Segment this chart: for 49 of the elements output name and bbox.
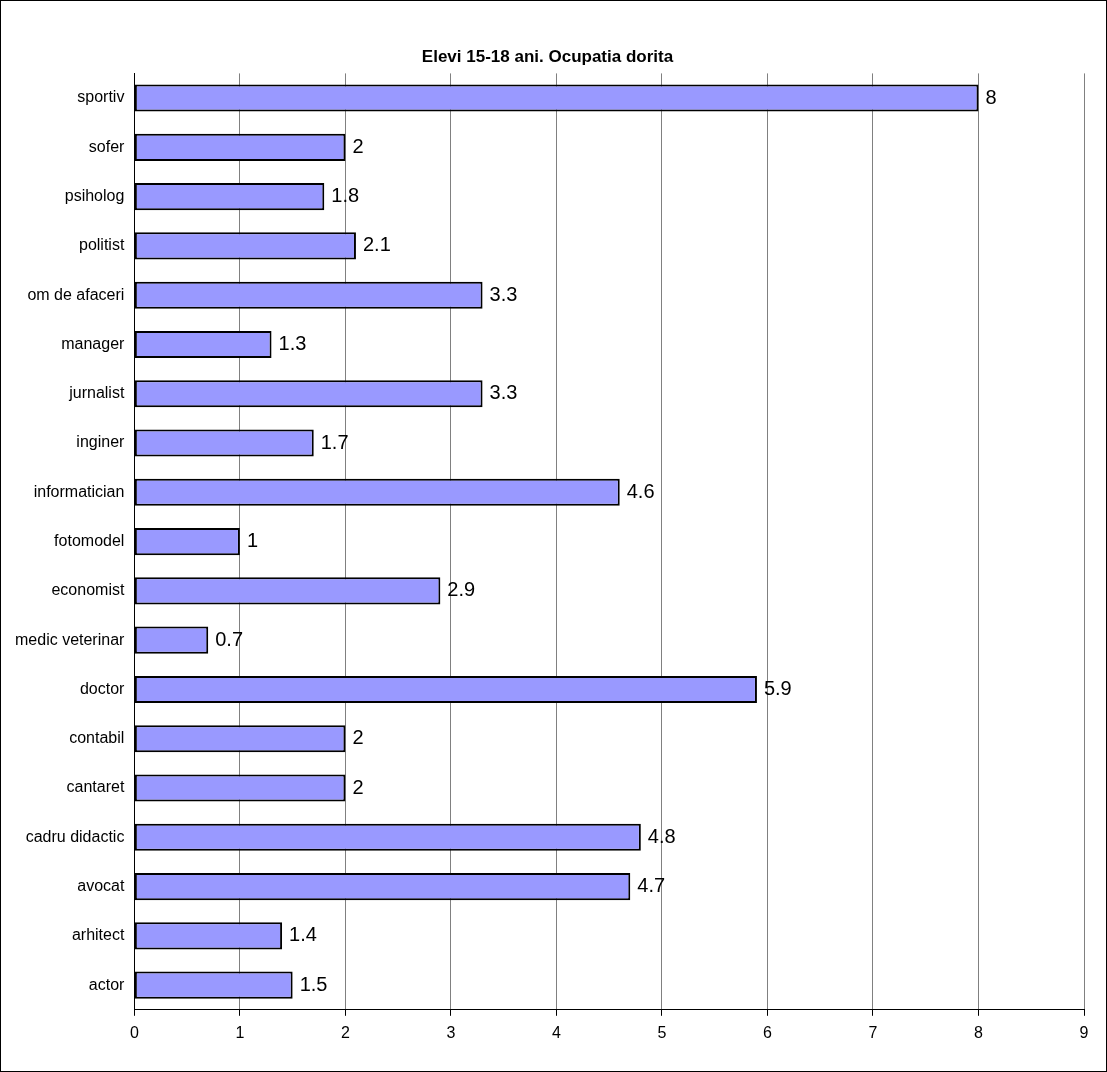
y-tick-label: cadru didactic [25, 827, 125, 845]
y-tick-label: psiholog [64, 187, 125, 205]
y-tick-label: inginer [76, 433, 126, 451]
data-label: 3.3 [489, 282, 518, 305]
data-label: 2 [352, 726, 364, 749]
y-tick-label: doctor [79, 679, 126, 697]
data-label: 0.7 [215, 627, 244, 650]
data-label: 3.3 [489, 381, 518, 404]
data-label: 1.3 [278, 331, 307, 354]
y-tick-label: fotomodel [54, 532, 125, 550]
data-label: 1.8 [331, 184, 360, 207]
y-tick-label: arhitect [71, 926, 125, 944]
y-tick-label: avocat [77, 877, 125, 894]
data-label: 8 [985, 85, 997, 108]
data-label: 1.5 [299, 972, 328, 995]
data-label: 2.9 [447, 578, 476, 601]
x-tick-label: 1 [235, 1023, 245, 1041]
chart-title: Elevi 15-18 ani. Ocupatia dorita [421, 46, 674, 66]
x-tick-label: 9 [1079, 1023, 1089, 1041]
x-tick-label: 3 [446, 1023, 456, 1041]
x-tick-label: 0 [129, 1023, 139, 1041]
data-label: 1 [246, 529, 259, 552]
x-tick-label: 2 [340, 1023, 350, 1041]
data-label: 4.6 [626, 479, 655, 502]
y-tick-label: medic veterinar [15, 630, 126, 648]
x-tick-label: 6 [763, 1023, 773, 1041]
y-tick-label: jurnalist [68, 384, 125, 402]
y-tick-label: sportiv [77, 88, 125, 106]
data-label: 2 [352, 134, 364, 157]
data-label: 1.7 [320, 430, 349, 453]
y-tick-label: cantaret [66, 778, 125, 796]
x-tick-label: 7 [868, 1023, 878, 1041]
data-label: 4.8 [647, 824, 676, 847]
data-label: 4.7 [637, 874, 666, 897]
data-label: 1.4 [289, 923, 317, 946]
y-tick-label: actor [88, 975, 126, 993]
data-label: 2 [352, 775, 364, 798]
y-tick-label: sofer [88, 137, 126, 155]
data-label: 2.1 [362, 233, 391, 256]
y-tick-label: manager [61, 334, 126, 352]
y-tick-label: om de afaceri [27, 285, 125, 303]
x-tick-label: 4 [551, 1023, 561, 1041]
y-tick-label: politist [79, 236, 125, 254]
y-tick-label: contabil [69, 729, 125, 747]
y-tick-label: informatician [33, 482, 125, 500]
x-tick-label: 5 [657, 1023, 667, 1041]
y-tick-label: economist [51, 581, 125, 599]
x-tick-label: 8 [974, 1023, 984, 1041]
data-label: 5.9 [763, 676, 792, 699]
